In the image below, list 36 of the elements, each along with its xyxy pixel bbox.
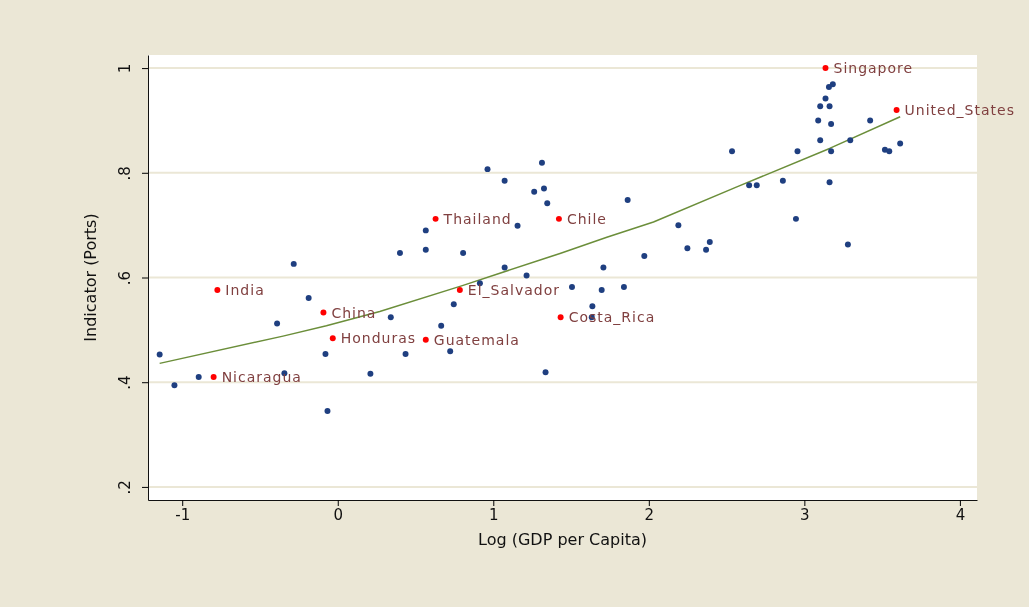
y-tick-label: .8 [116,166,134,181]
point [822,65,829,72]
x-tick-label: 4 [955,505,966,524]
y-tick-label: .4 [116,375,134,390]
annotation: El_Salvador [467,282,561,299]
annotation: China [331,304,377,321]
point [210,373,217,380]
y-tick-label: .6 [116,270,134,286]
annotation: Singapore [833,60,914,77]
y-tick-label: 1 [116,63,134,74]
annotation: Nicaragua [221,368,302,385]
point [329,335,336,342]
x-tick-label: -1 [175,505,191,524]
point [893,106,900,113]
point [320,309,327,316]
annotation: Thailand [442,210,512,227]
annotation: India [225,282,265,299]
point [555,215,562,222]
x-tick-label: 0 [333,505,344,524]
y-axis-title: Indicator (Ports) [81,213,100,342]
x-tick-label: 2 [644,505,655,524]
point [422,336,429,343]
point [456,287,463,294]
x-tick-label: 3 [800,505,810,524]
annotation: Honduras [340,330,417,347]
annotation: United_States [904,101,1015,118]
point [432,215,439,222]
x-axis-title: Log (GDP per Capita) [478,530,647,549]
line-series [158,116,901,365]
annotation: Guatemala [433,331,520,348]
x-tick-label: 1 [489,505,499,524]
y-tick-label: .2 [116,480,134,495]
point [557,314,564,321]
point [214,287,221,294]
annotation: Costa_Rica [568,309,656,326]
annotation: Chile [566,210,607,227]
